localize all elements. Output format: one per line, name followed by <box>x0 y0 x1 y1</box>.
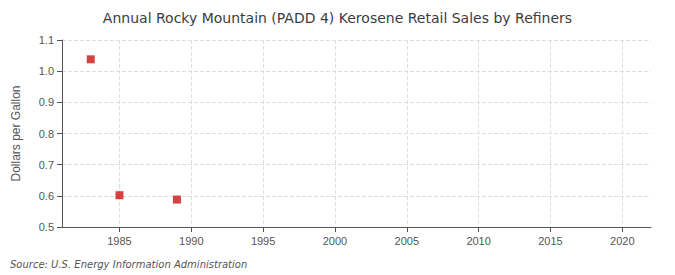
svg-text:1990: 1990 <box>179 235 203 247</box>
svg-text:2010: 2010 <box>466 235 490 247</box>
svg-text:0.5: 0.5 <box>39 221 54 233</box>
svg-text:2015: 2015 <box>538 235 562 247</box>
svg-text:Source: U.S. Energy Informatio: Source: U.S. Energy Information Administ… <box>10 259 247 270</box>
svg-text:0.6: 0.6 <box>39 190 54 202</box>
svg-text:0.7: 0.7 <box>39 159 54 171</box>
svg-text:1985: 1985 <box>107 235 131 247</box>
svg-text:2020: 2020 <box>610 235 634 247</box>
svg-text:Annual Rocky Mountain (PADD 4): Annual Rocky Mountain (PADD 4) Kerosene … <box>103 10 572 26</box>
svg-text:1995: 1995 <box>251 235 275 247</box>
svg-text:0.9: 0.9 <box>39 96 54 108</box>
svg-text:1.1: 1.1 <box>39 34 54 46</box>
svg-text:2005: 2005 <box>395 235 419 247</box>
svg-text:2000: 2000 <box>323 235 347 247</box>
svg-text:1.0: 1.0 <box>39 65 54 77</box>
svg-text:0.8: 0.8 <box>39 128 54 140</box>
svg-text:Dollars per Gallon: Dollars per Gallon <box>9 85 23 181</box>
